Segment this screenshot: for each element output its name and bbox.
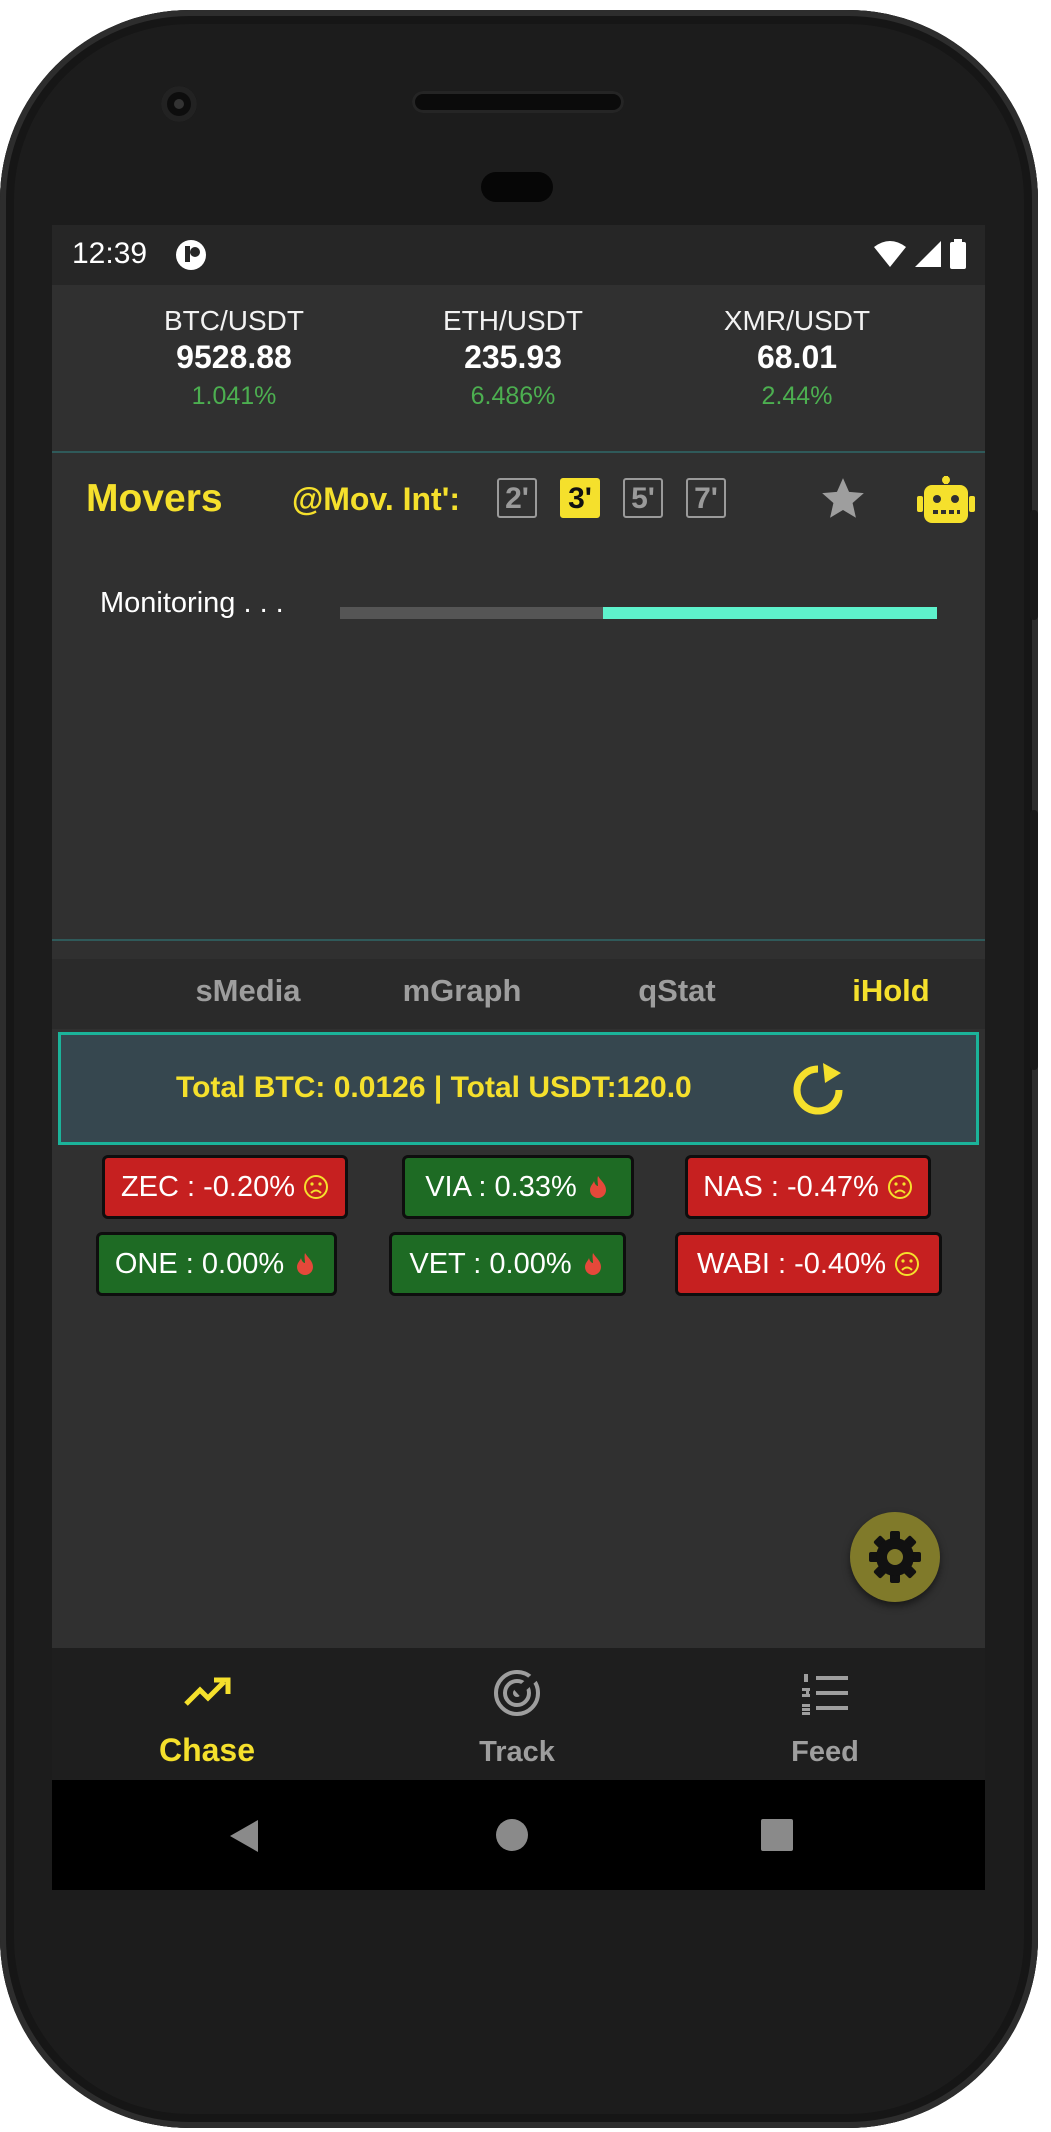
flame-icon (584, 1253, 601, 1275)
interval-7-button[interactable]: 7' (686, 478, 726, 518)
coin-chip-label: VET : 0.00% (409, 1247, 572, 1280)
tab-smedia[interactable]: sMedia (195, 973, 301, 1008)
volume-button (1030, 810, 1038, 1070)
ticker-eth[interactable]: ETH/USDT 235.93 6.486% (393, 305, 633, 411)
ticker-pair: XMR/USDT (723, 305, 871, 336)
totals-text: Total BTC: 0.0126 | Total USDT:120.0 (176, 1071, 692, 1104)
coin-chip-zec[interactable]: ZEC : -0.20% (102, 1155, 348, 1219)
system-navigation-bar (52, 1780, 985, 1890)
nav-label: Chase (158, 1732, 256, 1768)
coin-chip-label: NAS : -0.47% (703, 1170, 879, 1203)
power-button (1030, 510, 1038, 620)
flame-icon (589, 1176, 606, 1198)
back-icon[interactable] (228, 1818, 260, 1854)
nav-label: Feed (791, 1736, 859, 1768)
monitoring-progress-fill (602, 607, 937, 619)
star-icon[interactable] (818, 474, 868, 524)
app-screen: 12:39 BTC/USDT 9528.88 1.041% ET (52, 225, 985, 1780)
sad-face-icon (895, 1252, 920, 1276)
ticker-change: 1.041% (191, 382, 277, 410)
coin-chip-via[interactable]: VIA : 0.33% (402, 1155, 634, 1219)
ticker-btc[interactable]: BTC/USDT 9528.88 1.041% (114, 305, 354, 411)
totals-panel: Total BTC: 0.0126 | Total USDT:120.0 (58, 1032, 979, 1145)
nav-label: Track (479, 1736, 555, 1768)
ticker-bar: BTC/USDT 9528.88 1.041% ETH/USDT 235.93 … (52, 285, 985, 453)
refresh-icon[interactable] (789, 1061, 847, 1119)
ticker-change: 2.44% (761, 382, 833, 410)
status-time: 12:39 (72, 237, 148, 270)
tab-bar: sMedia mGraph qStat iHold (52, 959, 985, 1029)
monitoring-label: Monitoring . . . (100, 587, 284, 619)
divider (52, 939, 985, 941)
robot-icon[interactable] (916, 476, 976, 526)
ticker-change: 6.486% (470, 382, 556, 410)
interval-2-button[interactable]: 2' (497, 478, 537, 518)
flame-icon (297, 1253, 314, 1275)
wifi-icon (874, 241, 906, 267)
movers-title: Movers (86, 477, 223, 520)
coin-chip-nas[interactable]: NAS : -0.47% (685, 1155, 931, 1219)
interval-label: @Mov. Int': (292, 481, 460, 517)
ticker-price: 235.93 (464, 339, 562, 375)
coin-chip-wabi[interactable]: WABI : -0.40% (675, 1232, 942, 1296)
divider (52, 451, 985, 453)
ticker-xmr[interactable]: XMR/USDT 68.01 2.44% (677, 305, 917, 411)
app-notification-icon (176, 240, 206, 270)
ticker-price: 68.01 (756, 339, 838, 375)
monitoring-progress-bar (340, 607, 937, 619)
tab-mgraph[interactable]: mGraph (402, 973, 522, 1008)
battery-icon (950, 239, 966, 269)
coin-chip-vet[interactable]: VET : 0.00% (389, 1232, 626, 1296)
radar-icon (494, 1670, 540, 1716)
settings-fab[interactable] (850, 1512, 940, 1602)
status-bar: 12:39 (52, 225, 985, 285)
sad-face-icon (887, 1175, 912, 1199)
cell-signal-icon (915, 241, 941, 267)
ticker-pair: ETH/USDT (443, 305, 583, 336)
nav-track[interactable]: Track (362, 1648, 672, 1780)
home-icon[interactable] (495, 1818, 529, 1852)
coin-chip-label: ZEC : -0.20% (120, 1170, 296, 1203)
sad-face-icon (304, 1175, 329, 1199)
interval-5-button[interactable]: 5' (623, 478, 663, 518)
recents-icon[interactable] (760, 1818, 794, 1852)
status-icons (873, 239, 967, 269)
coin-chip-label: VIA : 0.33% (425, 1170, 577, 1203)
gear-icon (869, 1531, 921, 1583)
trending-up-icon (184, 1677, 231, 1706)
proximity-sensor (481, 172, 553, 202)
coin-chip-one[interactable]: ONE : 0.00% (96, 1232, 337, 1296)
tab-ihold[interactable]: iHold (852, 973, 930, 1008)
tab-qstat[interactable]: qStat (638, 973, 716, 1008)
coin-chip-label: WABI : -0.40% (696, 1247, 887, 1280)
ticker-price: 9528.88 (176, 339, 292, 375)
numbered-list-icon (802, 1674, 848, 1715)
ticker-pair: BTC/USDT (164, 305, 304, 336)
coin-chip-label: ONE : 0.00% (114, 1247, 285, 1280)
front-camera (161, 86, 197, 122)
nav-feed[interactable]: Feed (670, 1648, 980, 1780)
interval-3-button[interactable]: 3' (560, 478, 600, 518)
bottom-navigation: Chase Track Feed (52, 1648, 985, 1780)
earpiece-speaker (412, 91, 624, 113)
nav-chase[interactable]: Chase (52, 1648, 362, 1780)
